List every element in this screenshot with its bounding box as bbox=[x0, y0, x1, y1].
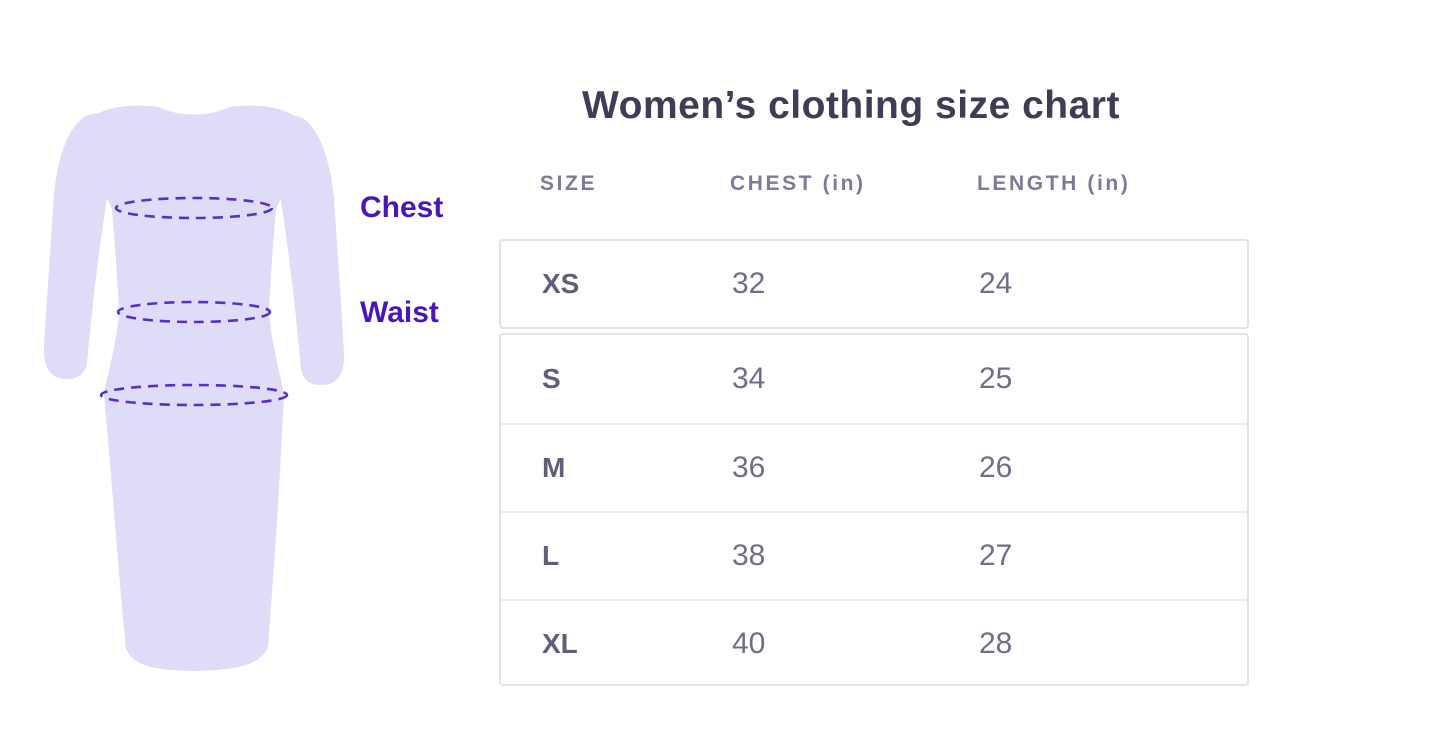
column-header-length: LENGTH (in) bbox=[977, 172, 1131, 195]
page-title: Women’s clothing size chart bbox=[582, 84, 1120, 127]
waist-label: Waist bbox=[360, 296, 439, 329]
cell-length: 26 bbox=[979, 451, 1013, 484]
table-row: XS 32 24 bbox=[501, 241, 1247, 327]
dress-body bbox=[83, 105, 305, 672]
cell-chest: 34 bbox=[732, 362, 766, 395]
chest-label: Chest bbox=[360, 191, 444, 224]
cell-length: 24 bbox=[979, 267, 1013, 300]
cell-size: XL bbox=[542, 628, 578, 659]
table-row: M 36 26 bbox=[501, 423, 1247, 511]
cell-length: 25 bbox=[979, 362, 1013, 395]
cell-length: 27 bbox=[979, 539, 1013, 572]
cell-length: 28 bbox=[979, 627, 1013, 660]
cell-chest: 36 bbox=[732, 451, 766, 484]
dress-silhouette-svg bbox=[43, 105, 345, 672]
cell-size: L bbox=[542, 540, 560, 571]
table-row: L 38 27 bbox=[501, 511, 1247, 599]
column-header-chest: CHEST (in) bbox=[730, 172, 866, 195]
cell-chest: 32 bbox=[732, 267, 766, 300]
cell-chest: 38 bbox=[732, 539, 766, 572]
cell-size: S bbox=[542, 363, 561, 394]
dress-illustration bbox=[28, 95, 360, 705]
table-card-first: XS 32 24 bbox=[499, 239, 1249, 329]
table-row: XL 40 28 bbox=[501, 599, 1247, 687]
table-row: S 34 25 bbox=[501, 335, 1247, 423]
table-header-row: SIZE CHEST (in) LENGTH (in) bbox=[499, 172, 1249, 196]
table-card-body: S 34 25 M 36 26 L 38 27 XL 40 28 bbox=[499, 333, 1249, 686]
cell-size: M bbox=[542, 452, 566, 483]
chest-measure-line bbox=[114, 196, 274, 220]
cell-size: XS bbox=[542, 268, 580, 299]
waist-measure-line bbox=[116, 300, 272, 324]
column-header-size: SIZE bbox=[540, 172, 598, 195]
cell-chest: 40 bbox=[732, 627, 766, 660]
hip-measure-line bbox=[99, 383, 289, 407]
